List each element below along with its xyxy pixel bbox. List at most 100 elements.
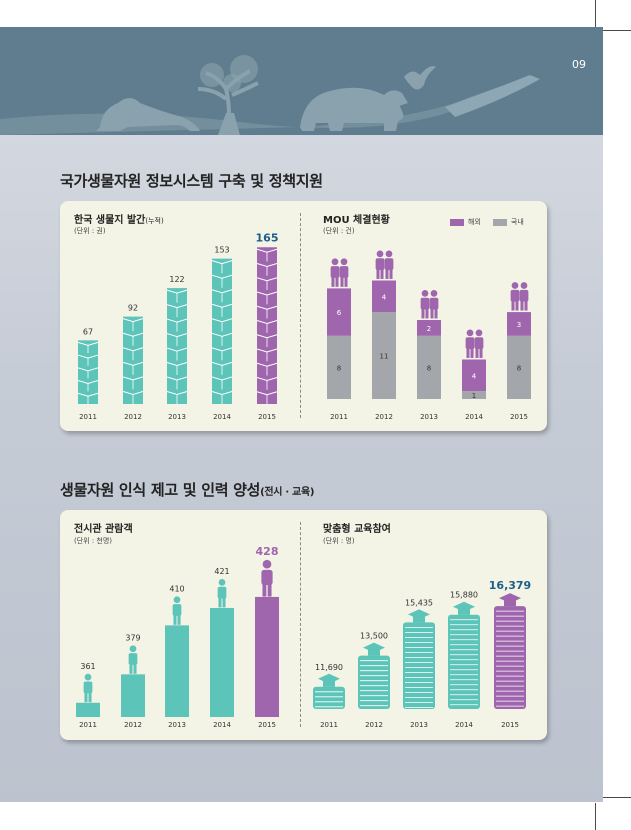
bar-2014 (448, 614, 480, 709)
person-head (331, 258, 339, 266)
person-icon (261, 559, 273, 597)
x-tick-label: 2013 (168, 413, 186, 421)
person-body (510, 289, 520, 302)
person-body (384, 258, 394, 270)
value-label: 2 (427, 325, 431, 333)
crop-mark (595, 0, 596, 27)
chart-title-mou: MOU 체결현황 (323, 215, 390, 226)
value-label: 361 (80, 662, 95, 671)
graduation-cap-icon (363, 642, 385, 656)
value-label: 410 (169, 584, 184, 593)
x-tick-label: 2011 (79, 721, 97, 729)
bar-2015 (255, 596, 279, 717)
person-leg (434, 308, 438, 319)
person-head (430, 290, 438, 297)
person-leg (222, 597, 226, 608)
value-label: 67 (83, 327, 93, 336)
value-label: 15,880 (450, 591, 478, 600)
bar-2011 (77, 340, 99, 404)
book-spine (122, 361, 144, 366)
section-title-text: 생물자원 인식 제고 및 인력 양성 (60, 481, 261, 499)
page-number: 09 (572, 58, 586, 71)
person-leg (524, 300, 528, 311)
graduation-cap-icon (453, 601, 475, 615)
cap-band (458, 608, 470, 615)
handshake-icon (510, 282, 529, 311)
person-body (474, 337, 484, 349)
header-banner (0, 27, 603, 135)
value-label: 421 (214, 567, 229, 576)
book-spine (211, 347, 233, 352)
person-leg (515, 300, 519, 311)
person-leg (380, 268, 384, 279)
book-spine (77, 392, 99, 397)
bar-segment-domestic (372, 312, 396, 399)
handshake-icon (465, 329, 484, 358)
bar-segment-overseas (462, 359, 486, 392)
legend-swatch-domestic (492, 218, 507, 226)
chart-divider (300, 522, 301, 727)
bar-segment-domestic (327, 335, 351, 399)
bar-segment-overseas (327, 288, 351, 336)
person-leg (129, 663, 133, 674)
value-label: 11 (380, 353, 389, 361)
person-body (128, 653, 138, 665)
bar-2015 (494, 606, 526, 709)
person-leg (88, 692, 92, 703)
x-tick-label: 2011 (320, 721, 338, 729)
person-leg (520, 300, 524, 311)
unit-label: (단위 : 천명) (74, 537, 113, 545)
graduation-cap-icon (408, 609, 430, 623)
person-body (330, 266, 340, 278)
person-head (376, 250, 384, 258)
bar-2014 (211, 258, 233, 404)
person-head (84, 673, 92, 681)
person-leg (479, 347, 483, 358)
bar-2015 (507, 312, 531, 399)
x-tick-label: 2015 (258, 413, 276, 421)
person-leg (340, 276, 344, 287)
person-body (519, 289, 529, 302)
value-label: 6 (337, 309, 342, 317)
bar-2012 (121, 674, 145, 717)
value-label: 13,500 (360, 632, 388, 641)
person-body (465, 337, 475, 349)
book-stack (448, 614, 480, 709)
person-leg (466, 347, 470, 358)
section-title-information-system: 국가생물자원 정보시스템 구축 및 정책지원 (60, 170, 323, 191)
person-icon (172, 596, 182, 625)
mou-chart: 8 6 2011 11 4 2012 8 2 2013 1 4 2014 8 3 2015 (327, 250, 531, 421)
x-tick-label: 2012 (365, 721, 383, 729)
person-leg (262, 583, 267, 597)
chart-title-education: 맞춤형 교육참여 (323, 524, 391, 535)
x-tick-label: 2011 (79, 413, 97, 421)
crop-mark (603, 797, 631, 798)
person-head (475, 329, 483, 337)
crop-mark (603, 30, 631, 31)
book-spine (166, 347, 188, 352)
cap-top (408, 609, 430, 620)
person-leg (385, 268, 389, 279)
cap-top (453, 601, 475, 612)
person-head (340, 258, 348, 266)
chart-divider (300, 213, 301, 418)
book-stack-bar (212, 258, 232, 404)
flora-chart: 67 2011 92 2012 122 2013 153 2014 165 2015 (77, 231, 278, 421)
x-tick-label: 2014 (465, 413, 483, 421)
bar-2015 (256, 247, 278, 404)
x-tick-label: 2015 (258, 721, 276, 729)
chart-title-visitors: 전시관 관람객 (74, 524, 133, 535)
person-leg (421, 308, 425, 319)
book-spine (122, 390, 144, 395)
handshake-icon (375, 250, 394, 279)
bar-2013 (417, 320, 441, 399)
bar-2011 (76, 702, 100, 717)
person-head (421, 290, 429, 297)
person-head (520, 282, 528, 289)
education-chart: 11,690 2011 13,500 2012 15,435 2013 15,880 2014… (313, 579, 531, 729)
value-label: 8 (517, 364, 521, 372)
x-tick-label: 2012 (124, 413, 142, 421)
person-leg (475, 347, 479, 358)
x-tick-label: 2013 (410, 721, 428, 729)
person-leg (425, 308, 429, 319)
